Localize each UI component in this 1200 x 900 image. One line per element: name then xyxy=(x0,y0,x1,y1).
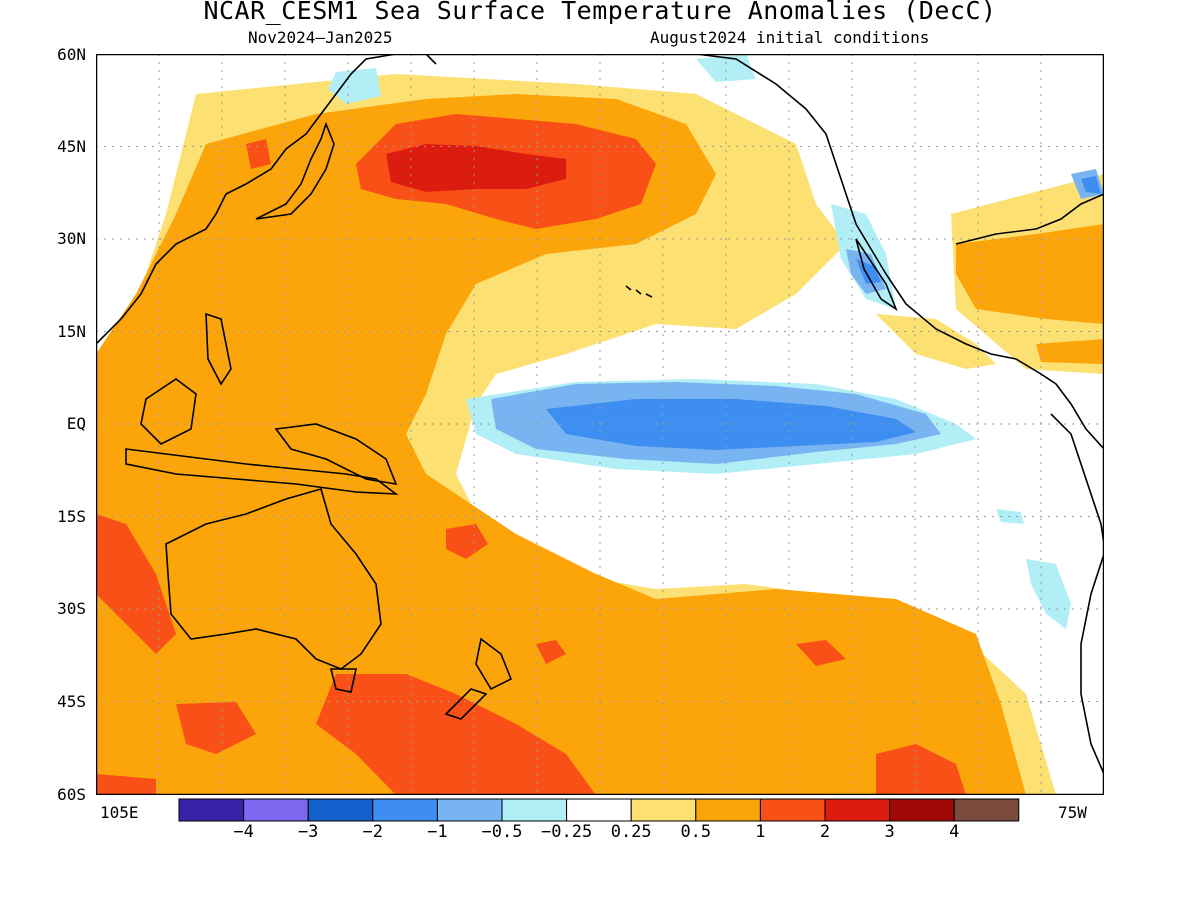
colorbar xyxy=(178,798,1020,822)
colorbar-tick-label: 1 xyxy=(755,822,766,842)
tasmania-outline xyxy=(329,668,357,693)
australia-outline xyxy=(165,488,382,670)
philippines-outline xyxy=(205,312,232,386)
map-title: NCAR_CESM1 Sea Surface Temperature Anoma… xyxy=(203,0,997,25)
borneo-outline xyxy=(140,378,197,445)
north-america-coastline xyxy=(695,54,1104,450)
anomaly-band-1 xyxy=(96,114,966,795)
hawaii-islands xyxy=(625,285,653,298)
asia-coastline xyxy=(96,54,437,345)
colorbar-swatch xyxy=(630,798,697,822)
colorbar-tick-label: 3 xyxy=(884,822,895,842)
lat-label-15s: 15S xyxy=(57,507,86,526)
lon-label-left: 105E xyxy=(100,803,139,822)
colorbar-swatch xyxy=(178,798,245,822)
colorbar-tick-label: 0.25 xyxy=(610,822,652,842)
japan-outline xyxy=(255,121,335,220)
map-frame xyxy=(96,54,1104,795)
colorbar-tick-label: −2 xyxy=(362,822,384,842)
lat-label-eq: EQ xyxy=(66,414,86,433)
colorbar-tick-label: −3 xyxy=(297,822,319,842)
anomaly-band-0p5 xyxy=(96,94,1104,795)
south-america-coastline xyxy=(1050,413,1104,545)
colorbar-swatch xyxy=(243,798,309,822)
colorbar-swatch xyxy=(759,798,826,822)
colorbar-swatch xyxy=(824,798,891,822)
nz-north-island xyxy=(475,637,513,691)
colorbar-tick-label: −0.25 xyxy=(541,822,593,842)
colorbar-swatch xyxy=(307,798,374,822)
lat-label-45n: 45N xyxy=(57,137,86,156)
lat-label-30s: 30S xyxy=(57,599,86,618)
colorbar-tick-label: −0.5 xyxy=(481,822,523,842)
colorbar-swatch xyxy=(566,798,632,822)
colorbar-tick-label: −4 xyxy=(233,822,254,842)
lat-label-30n: 30N xyxy=(57,229,86,248)
lat-label-15n: 15N xyxy=(57,322,86,341)
sst-anomaly-map xyxy=(96,54,1104,795)
colorbar-swatch xyxy=(372,798,438,822)
colorbar-swatch xyxy=(695,798,761,822)
forecast-period: Nov2024–Jan2025 xyxy=(248,28,393,47)
colorbar-swatch xyxy=(953,798,1020,822)
gulf-coastline xyxy=(955,193,1104,245)
lat-lon-grid xyxy=(96,54,1104,795)
colorbar-tick-label: −1 xyxy=(427,822,448,842)
lat-label-60n: 60N xyxy=(57,45,86,64)
land-outlines xyxy=(96,54,1104,775)
initial-conditions: August2024 initial conditions xyxy=(650,28,930,47)
colorbar-swatch xyxy=(889,798,955,822)
colorbar-tick-label: 4 xyxy=(949,822,960,842)
colorbar-tick-label: 0.5 xyxy=(680,822,712,842)
lat-label-60s: 60S xyxy=(57,785,86,804)
colorbar-swatch xyxy=(436,798,503,822)
colorbar-swatch xyxy=(501,798,568,822)
nz-south-island xyxy=(444,688,488,720)
new-guinea-outline xyxy=(274,423,398,486)
colorbar-tick-label: 2 xyxy=(819,822,831,842)
baja-outline xyxy=(855,238,898,312)
indonesia-outline xyxy=(125,448,399,495)
south-america-west-coast xyxy=(1080,553,1104,775)
lon-label-right: 75W xyxy=(1058,803,1087,822)
lat-label-45s: 45S xyxy=(57,692,86,711)
anomaly-band-2 xyxy=(386,144,566,192)
